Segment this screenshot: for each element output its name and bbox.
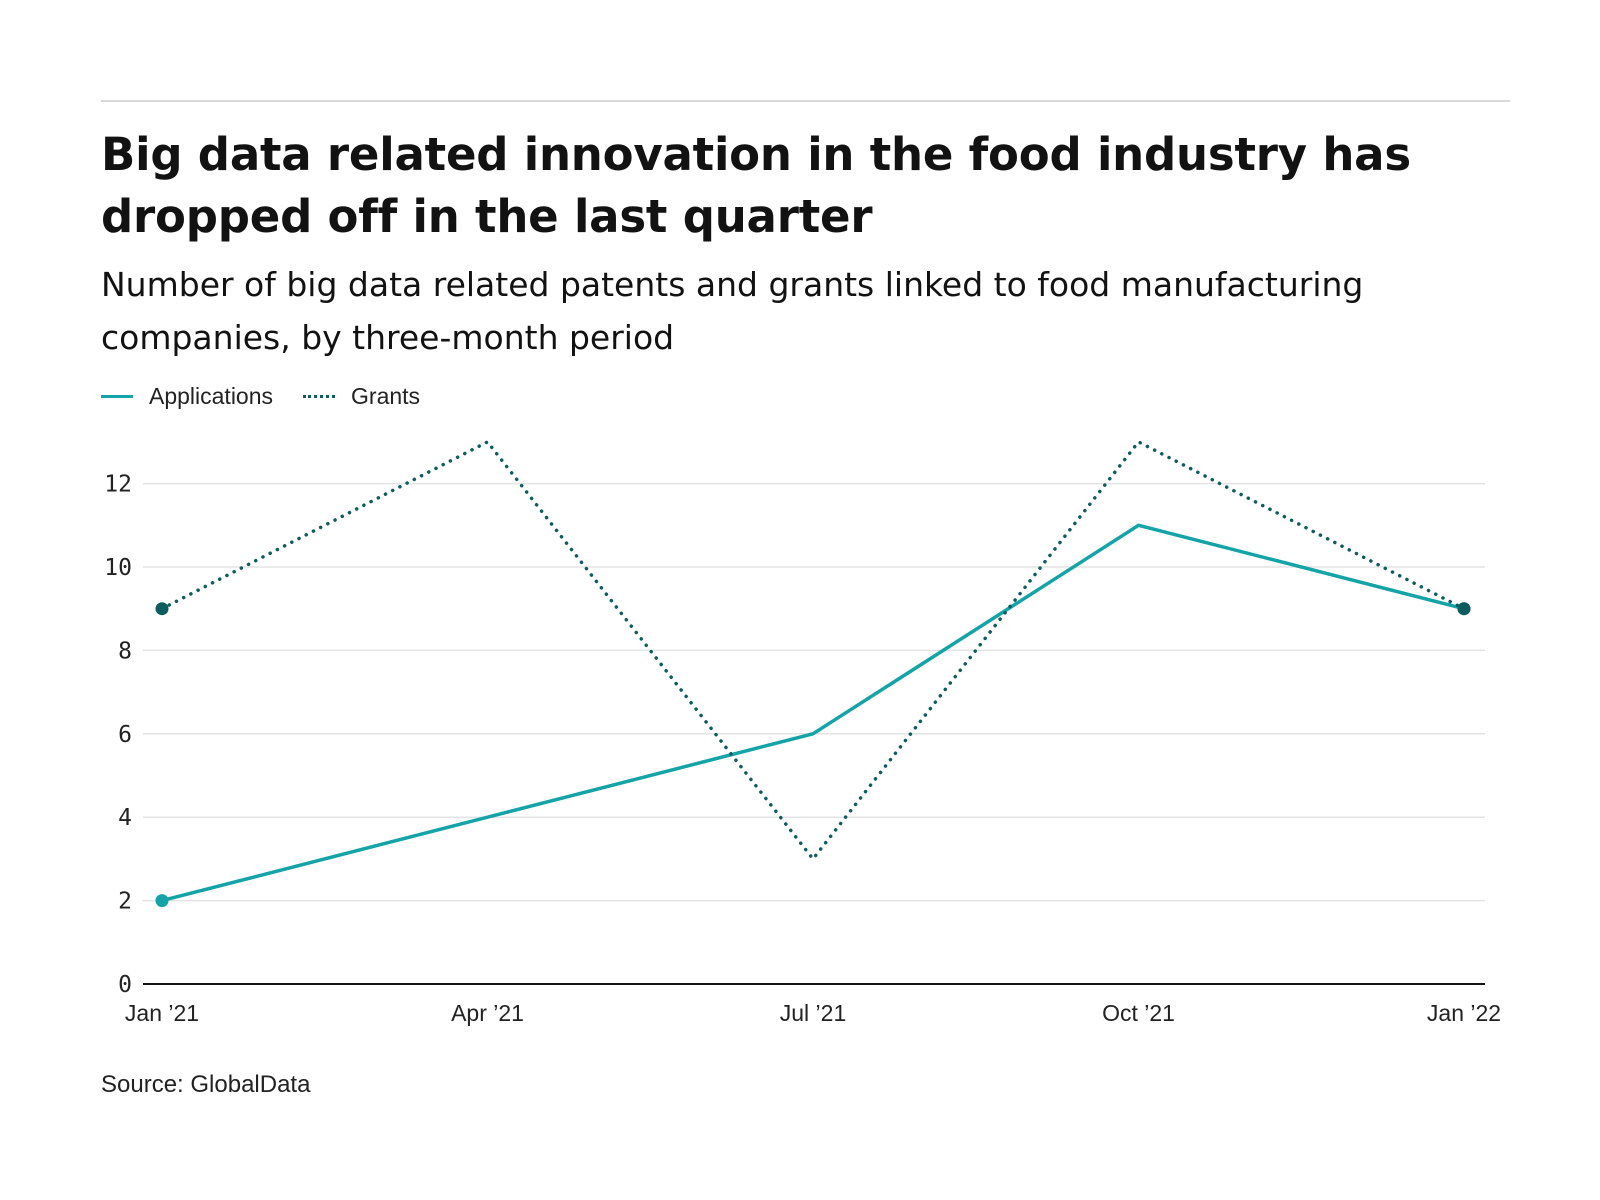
y-tick-label-6: 6: [118, 722, 132, 748]
y-tick-label-8: 8: [118, 638, 132, 664]
series-endpoints: [155, 602, 1471, 908]
y-tick-label-2: 2: [118, 889, 132, 915]
chart-title: Big data related innovation in the food …: [101, 128, 1411, 243]
marker-grants-0: [155, 602, 169, 616]
legend-swatch-grants: [303, 394, 336, 398]
x-tick-label-0: Jan ’21: [125, 1000, 199, 1026]
legend-label-applications: Applications: [149, 382, 274, 409]
series-line-grants: [160, 440, 1466, 861]
x-tick-label-1: Apr ’21: [451, 1000, 524, 1026]
y-tick-label-4: 4: [118, 805, 132, 831]
series-line-applications: [161, 523, 1465, 903]
legend-item-grants: Grants: [303, 383, 420, 410]
y-tick-label-12: 12: [104, 472, 132, 498]
y-tick-label-0: 0: [118, 972, 132, 998]
x-tick-label-4: Jan ’22: [1427, 1000, 1501, 1026]
legend: Applications Grants: [101, 381, 450, 411]
top-rule: [101, 100, 1510, 102]
x-tick-label-2: Jul ’21: [780, 1000, 846, 1026]
chart-subtitle: Number of big data related patents and g…: [101, 265, 1364, 357]
legend-swatch-applications: [101, 394, 133, 398]
x-tick-labels: Jan ’21 Apr ’21 Jul ’21 Oct ’21 Jan ’22: [125, 1000, 1501, 1026]
y-tick-label-10: 10: [104, 555, 132, 581]
legend-item-applications: Applications: [101, 383, 273, 410]
grid-lines: [143, 482, 1485, 902]
marker-grants-4: [1457, 602, 1471, 616]
y-tick-labels: 0 2 4 6 8 10 12: [104, 472, 132, 998]
x-tick-label-3: Oct ’21: [1102, 1000, 1175, 1026]
source-note: Source: GlobalData: [101, 1071, 311, 1098]
marker-applications-0: [155, 894, 169, 908]
legend-label-grants: Grants: [351, 382, 421, 409]
series-lines: [160, 440, 1466, 903]
